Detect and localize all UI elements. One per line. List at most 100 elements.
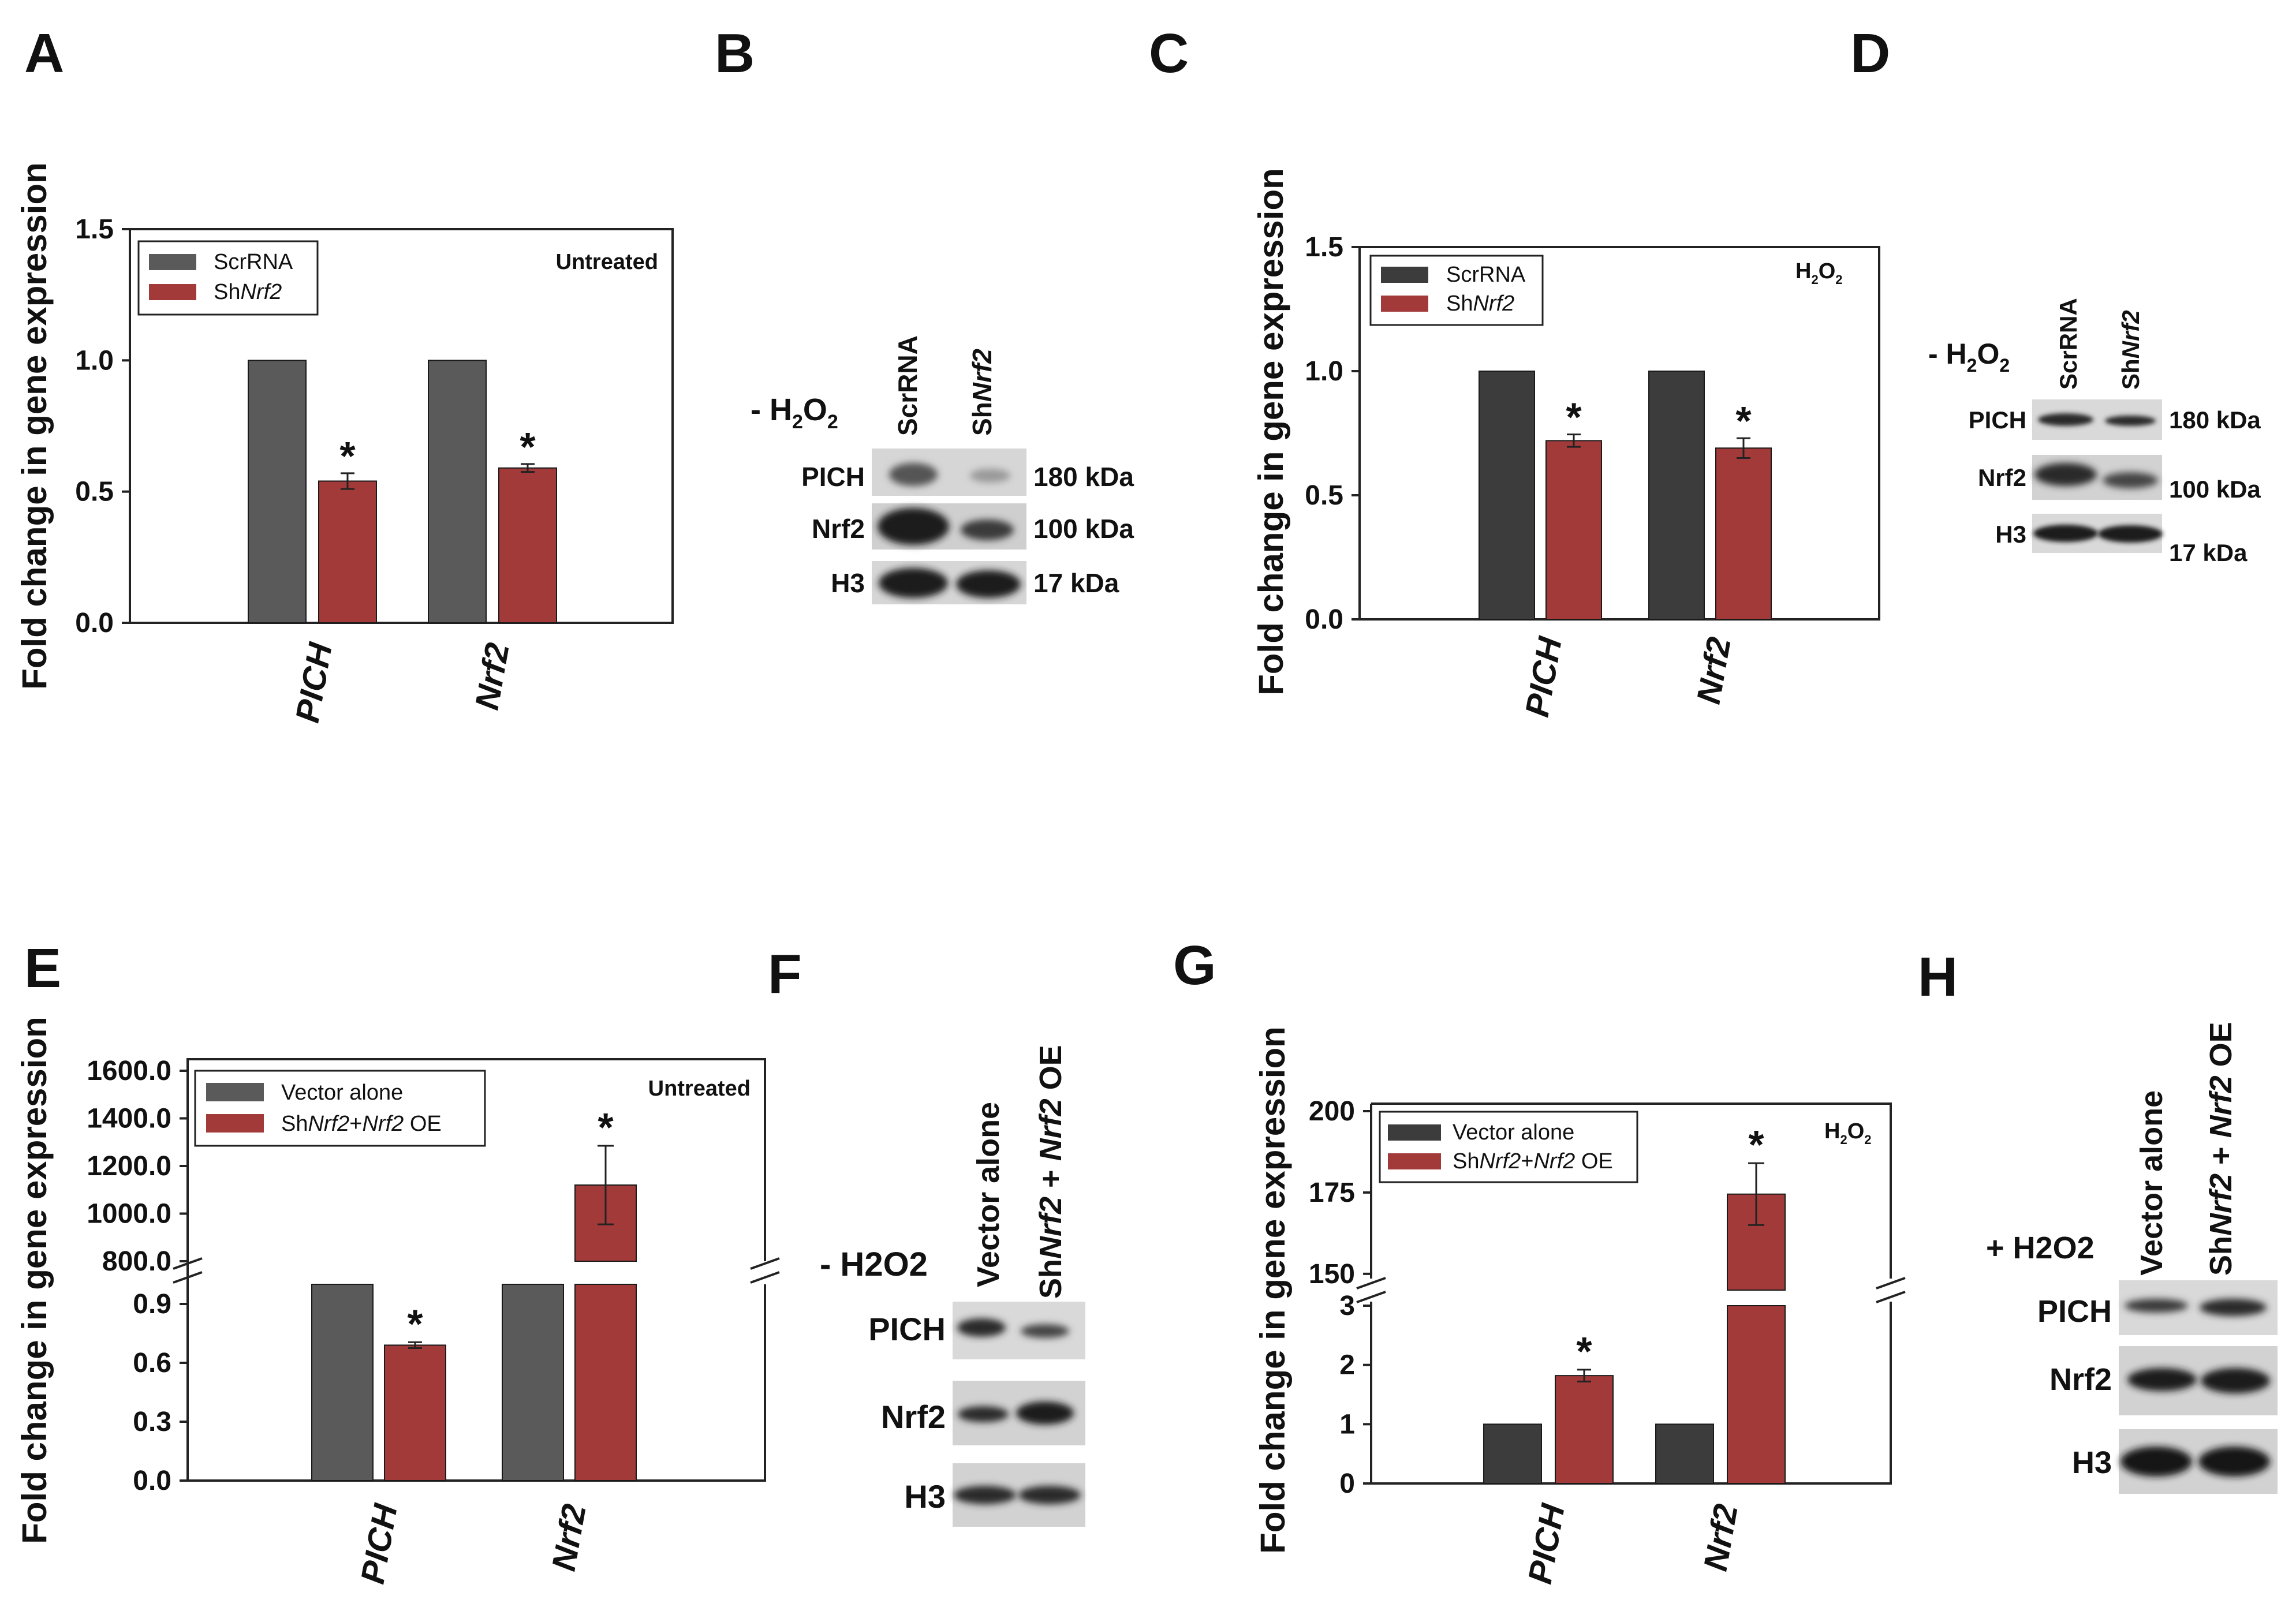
panel-letter-e: E xyxy=(24,937,61,999)
band xyxy=(957,1318,1006,1337)
band xyxy=(1016,1402,1074,1425)
legend-label-shnrf2: ShNrf2 xyxy=(1446,291,1514,316)
blot-kda-label: 100 kDa xyxy=(1033,514,1134,544)
plot-frame-lower xyxy=(186,1261,766,1482)
y-tick-label: 800.0 xyxy=(102,1246,171,1277)
x-category-label: Nrf2 xyxy=(1697,1501,1745,1574)
blot-row-label: H3 xyxy=(904,1478,946,1515)
condition-label: H2O2 xyxy=(1795,259,1843,287)
legend-label-oe: ShNrf2+Nrf2 OE xyxy=(1453,1149,1613,1173)
legend-swatch-vector xyxy=(1388,1124,1441,1141)
bar xyxy=(1555,1375,1614,1485)
y-tick-label: 1400.0 xyxy=(87,1104,171,1134)
legend-label-vector: Vector alone xyxy=(281,1081,403,1105)
blot-kda-label: 180 kDa xyxy=(1033,462,1134,492)
y-tick-label: 1 xyxy=(1339,1409,1355,1440)
chart-c: Fold change in gene expression 0.0 0.5 1.0… xyxy=(1252,168,1880,720)
blot-row-label: H3 xyxy=(2072,1445,2112,1480)
treatment-label: - H2O2 xyxy=(820,1246,928,1283)
significance-marker: * xyxy=(598,1105,614,1150)
plot-frame-lower xyxy=(1370,1302,1892,1485)
bar xyxy=(1545,440,1602,621)
lane-label-vector: Vector alone xyxy=(971,1102,1006,1287)
y-tick-label: 0.5 xyxy=(75,477,114,507)
plot-frame-upper xyxy=(1371,1102,1892,1279)
band xyxy=(970,469,1010,483)
bar xyxy=(1715,447,1772,620)
lane-label-scrrna: ScrRNA xyxy=(2055,298,2082,390)
blot-row-label: PICH xyxy=(801,462,865,492)
bar xyxy=(1483,1423,1542,1484)
bar xyxy=(502,1284,564,1481)
bar xyxy=(384,1344,446,1481)
y-tick-label: 1.0 xyxy=(75,345,114,376)
treatment-label: - H2O2 xyxy=(751,393,838,433)
significance-marker: * xyxy=(1576,1329,1592,1374)
significance-marker: * xyxy=(1735,398,1752,443)
condition-label: H2O2 xyxy=(1824,1119,1872,1147)
blot-row-label: H3 xyxy=(831,568,865,598)
condition-label: Untreated xyxy=(648,1077,751,1101)
blot-row-label: Nrf2 xyxy=(812,514,865,544)
legend-label-scrrna: ScrRNA xyxy=(1446,263,1526,287)
band xyxy=(2127,1368,2197,1391)
blot-kda-label: 17 kDa xyxy=(1033,568,1119,598)
y-tick-label: 1600.0 xyxy=(87,1056,171,1086)
y-tick-label: 0.3 xyxy=(133,1407,171,1437)
significance-marker: * xyxy=(520,424,536,469)
legend-swatch-scrrna xyxy=(1381,267,1428,283)
lane-label-scrrna: ScrRNA xyxy=(893,335,923,436)
panel-letter-g: G xyxy=(1173,935,1216,996)
panel-letter-c: C xyxy=(1149,23,1189,84)
band xyxy=(2198,1447,2270,1477)
legend: Vector alone ShNrf2+Nrf2 OE xyxy=(194,1070,486,1147)
x-category-label: PICH xyxy=(289,640,339,726)
y-tick-label: 1.0 xyxy=(1305,356,1343,387)
y-tick-label: 0.6 xyxy=(133,1348,171,1378)
x-category-label: Nrf2 xyxy=(545,1501,593,1574)
blot-kda-label: 180 kDa xyxy=(2169,406,2261,433)
band xyxy=(954,1486,1016,1504)
lane-label-oe: ShNrf2 + Nrf2 OE xyxy=(2204,1022,2238,1276)
axis-break-marks xyxy=(1356,1277,1906,1303)
significance-marker: * xyxy=(1566,395,1582,440)
western-blot-h: + H2O2 Vector alone ShNrf2 + Nrf2 OE PIC… xyxy=(1986,1022,2278,1494)
chart-e: Fold change in gene expression 0.0 0.3 0.6… xyxy=(15,1016,780,1587)
blot-kda-label: 17 kDa xyxy=(2169,539,2248,566)
band xyxy=(1021,1324,1069,1338)
y-tick-label: 0.0 xyxy=(133,1466,171,1496)
band xyxy=(879,568,948,598)
significance-marker: * xyxy=(1748,1122,1764,1167)
blot-kda-label: 100 kDa xyxy=(2169,476,2261,503)
bar xyxy=(1648,371,1705,620)
band xyxy=(2098,525,2163,543)
y-tick-label: 0 xyxy=(1339,1468,1355,1499)
y-tick-label: 1.5 xyxy=(75,214,114,245)
bar-lower-segment xyxy=(574,1284,637,1481)
lane-label-shnrf2: ShNrf2 xyxy=(967,349,997,436)
y-tick-label: 1000.0 xyxy=(87,1199,171,1229)
band xyxy=(958,1406,1009,1422)
band xyxy=(2038,413,2093,426)
x-category-label: PICH xyxy=(354,1501,405,1587)
band xyxy=(2125,1299,2188,1313)
x-category-label: PICH xyxy=(1518,634,1569,720)
band xyxy=(2033,525,2098,542)
band xyxy=(2201,1368,2270,1393)
band xyxy=(956,570,1021,598)
lane-label-vector: Vector alone xyxy=(2134,1090,2169,1276)
western-blot-d: - H2O2 ScrRNA ShNrf2 PICH 180 kDa Nrf2 1… xyxy=(1928,298,2261,566)
bar xyxy=(248,360,307,623)
band xyxy=(2105,416,2156,426)
western-blot-b: - H2O2 ScrRNA ShNrf2 PICH 180 kDa Nrf2 1… xyxy=(751,335,1134,604)
y-tick-label: 3 xyxy=(1339,1291,1355,1321)
y-tick-label: 150 xyxy=(1309,1259,1355,1290)
axis-break-marks xyxy=(173,1257,780,1284)
bar xyxy=(311,1284,374,1481)
blot-row-label: PICH xyxy=(2037,1294,2112,1329)
y-tick-label: 1.5 xyxy=(1305,232,1343,263)
bar xyxy=(498,467,557,623)
y-tick-label: 0.5 xyxy=(1305,480,1343,511)
